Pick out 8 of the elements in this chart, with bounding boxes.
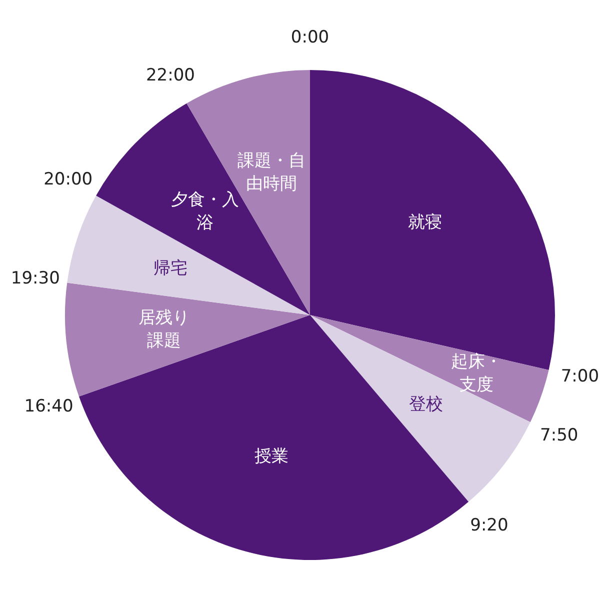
annotation: 7:50 xyxy=(540,424,578,448)
annotation: 20:00 xyxy=(44,168,93,192)
annotation: 9:20 xyxy=(470,514,508,538)
annotation: 16:40 xyxy=(24,396,74,419)
annotation: 0:00 xyxy=(290,26,330,50)
annotation: 22:00 xyxy=(146,64,195,88)
annotation: 7:00 xyxy=(560,366,600,389)
annotation: 19:30 xyxy=(10,267,60,290)
